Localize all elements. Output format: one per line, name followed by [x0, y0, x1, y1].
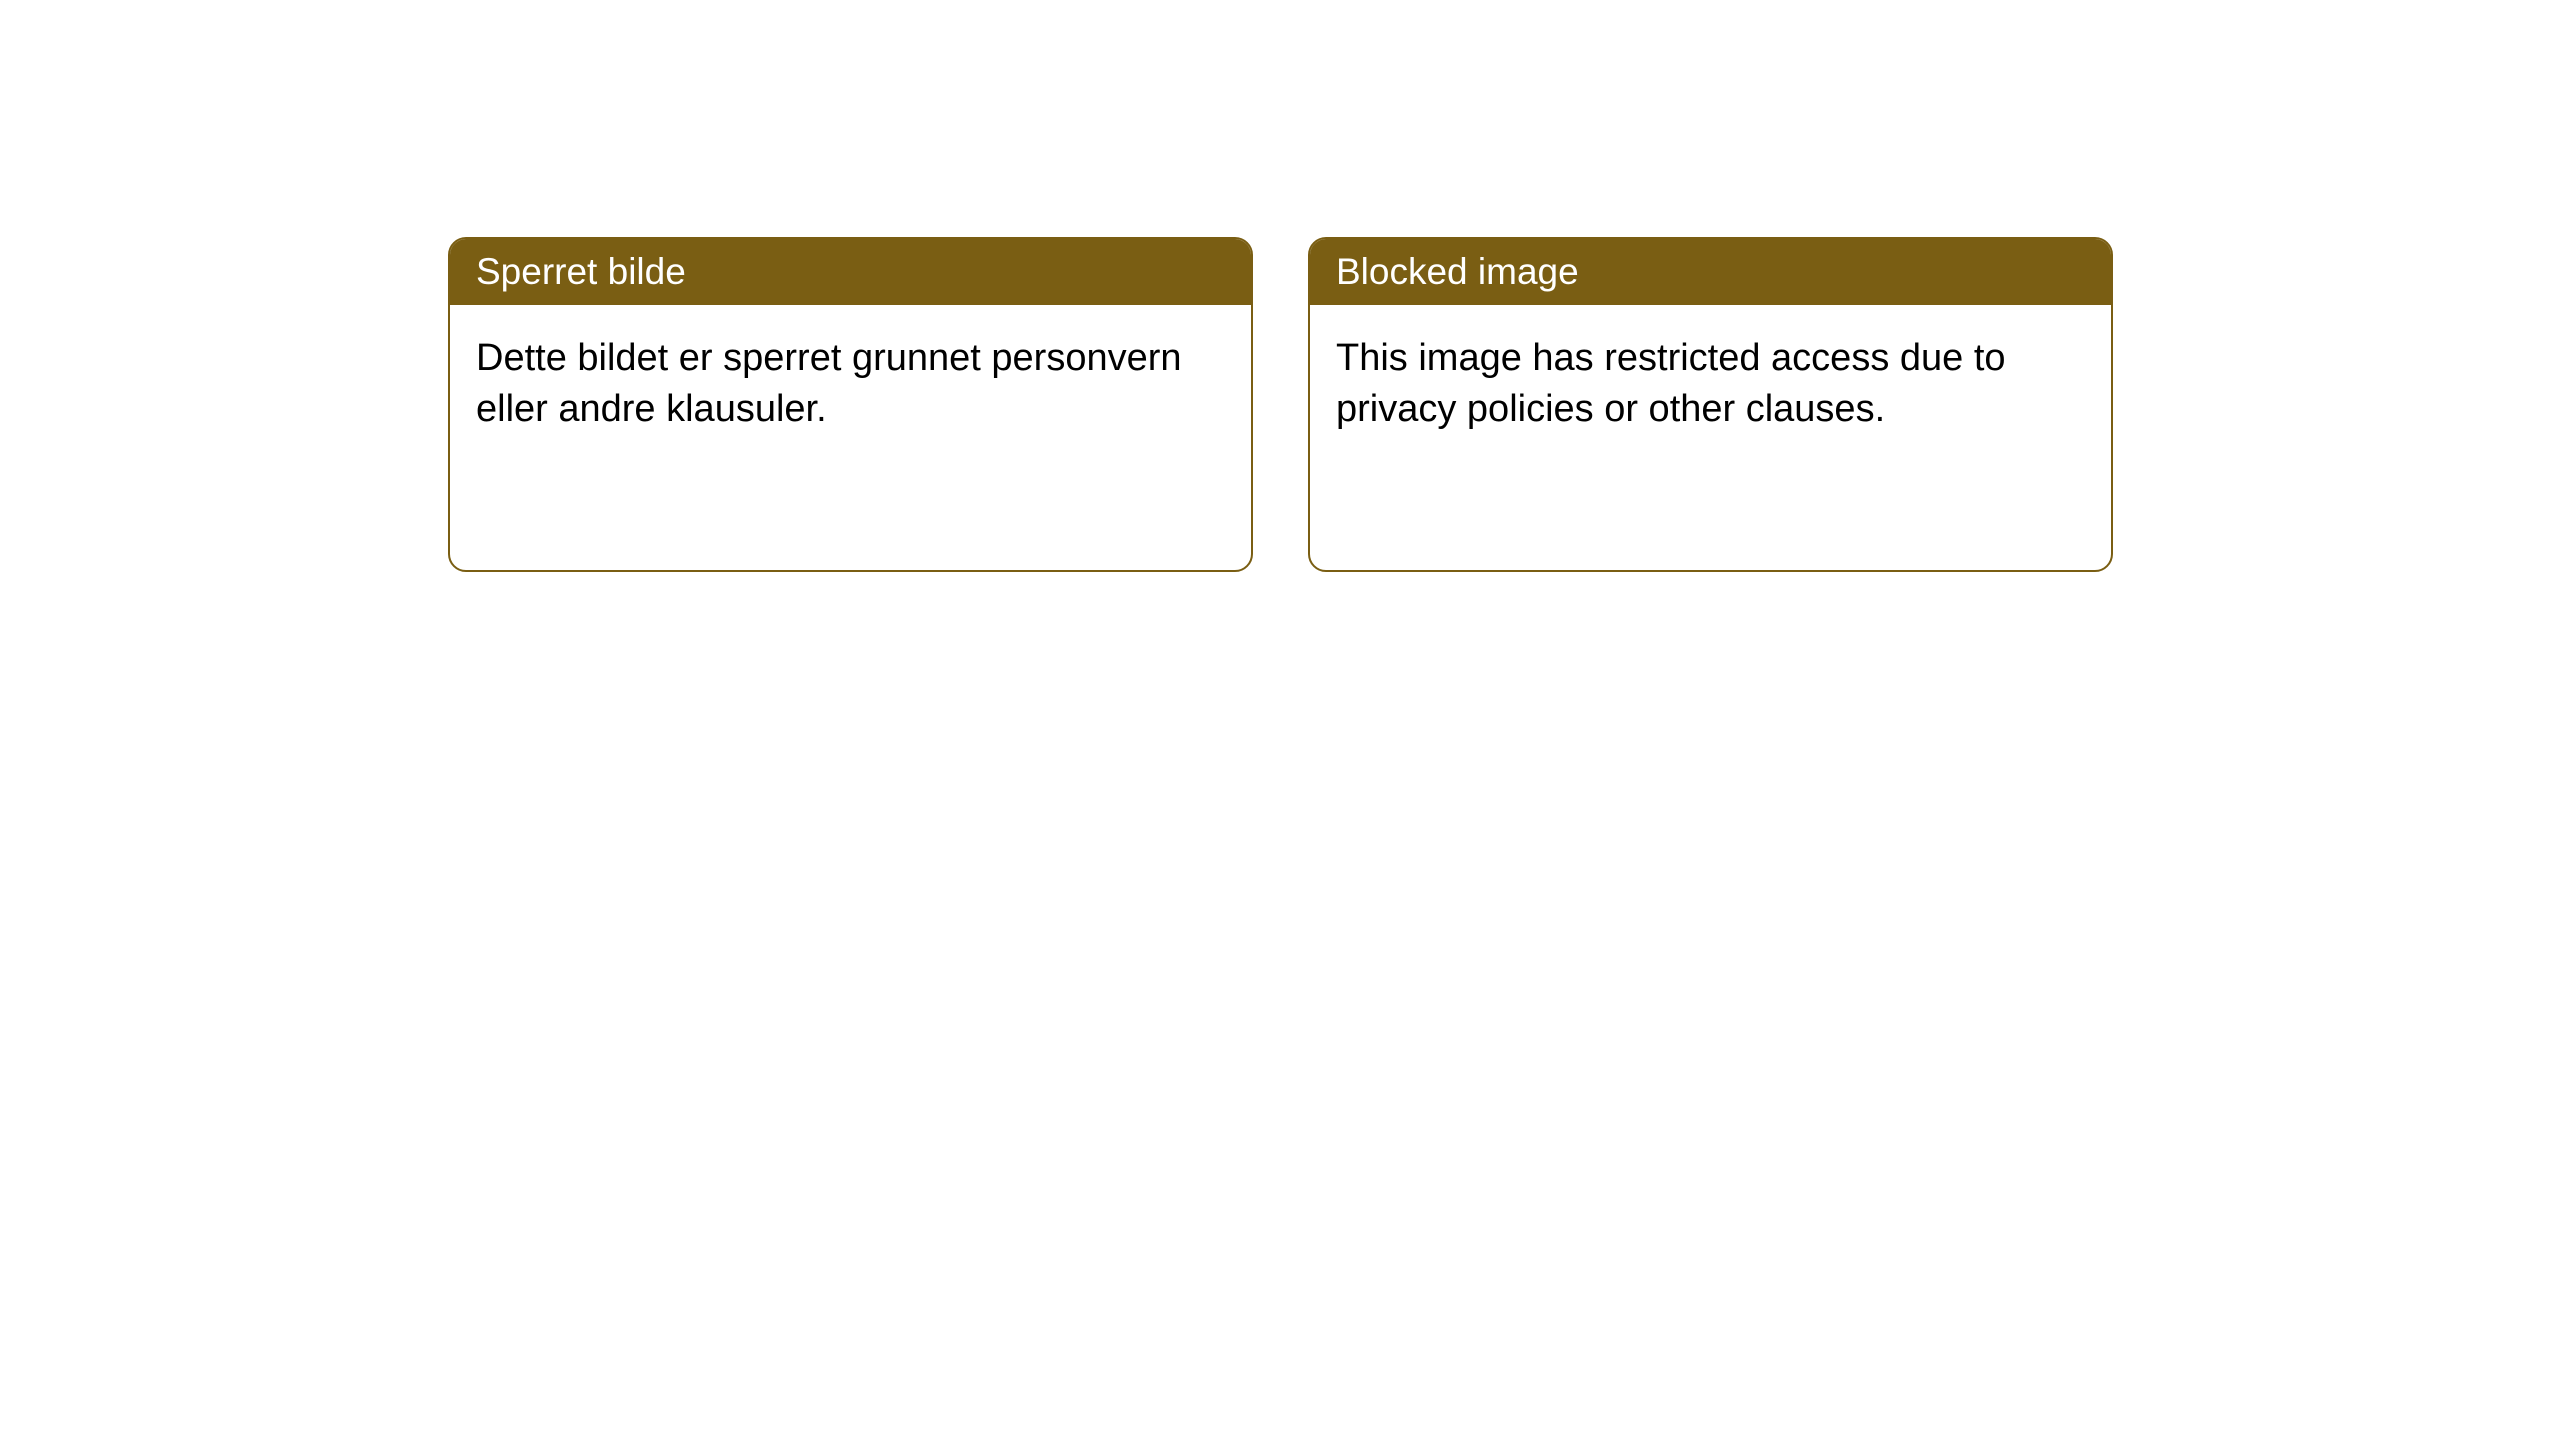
notice-card-body: Dette bildet er sperret grunnet personve…	[450, 305, 1251, 464]
notice-card-title: Blocked image	[1310, 239, 2111, 305]
notice-card-norwegian: Sperret bilde Dette bildet er sperret gr…	[448, 237, 1253, 572]
notice-card-english: Blocked image This image has restricted …	[1308, 237, 2113, 572]
notice-card-title: Sperret bilde	[450, 239, 1251, 305]
notice-card-body: This image has restricted access due to …	[1310, 305, 2111, 464]
notice-cards-container: Sperret bilde Dette bildet er sperret gr…	[448, 237, 2113, 572]
